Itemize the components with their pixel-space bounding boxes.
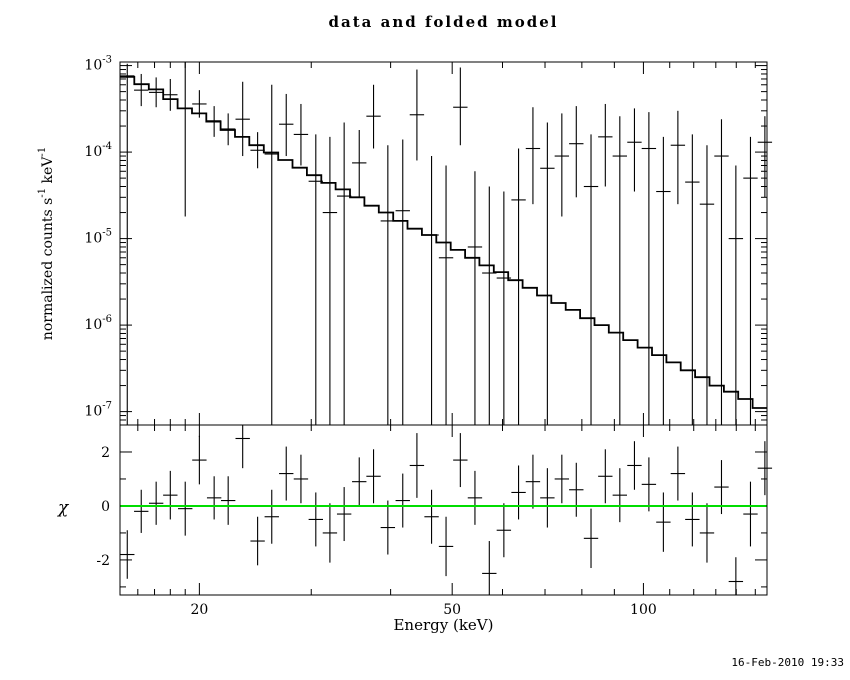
panel-frames	[119, 61, 768, 596]
x-axis-label: Energy (keV)	[393, 616, 494, 634]
y-tick-label: 10-5	[84, 228, 112, 247]
chi-residuals	[120, 425, 773, 595]
chi-tick-label: 2	[101, 445, 110, 461]
model-line	[120, 76, 767, 409]
y-axis-label: normalized counts s-1 keV-1	[37, 147, 56, 340]
chi-tick-label: 0	[101, 499, 110, 515]
top-panel-frame	[119, 61, 768, 426]
y-tick-label: 10-7	[84, 401, 112, 420]
x-tick-label: 100	[630, 602, 657, 618]
x-tick-label: 20	[190, 602, 208, 618]
y-tick-label: 10-3	[84, 55, 112, 74]
chart-title: data and folded model	[328, 13, 559, 31]
bottom-panel-frame	[119, 424, 768, 596]
y-tick-label: 10-6	[84, 314, 112, 333]
timestamp: 16-Feb-2010 19:33	[731, 656, 844, 669]
data-points	[120, 62, 773, 425]
axis-ticks	[120, 62, 767, 595]
tick-labels: 10-310-410-510-610-720-220 50 100	[84, 55, 656, 618]
y-tick-label: 10-4	[84, 141, 112, 160]
y-axis-label: normalized counts s-1 keV-1	[37, 147, 56, 340]
x-tick-label: 50	[443, 602, 461, 618]
folded-model-path	[120, 76, 767, 409]
chi-axis-label: χ	[58, 498, 69, 518]
chi-tick-label: -2	[96, 553, 110, 569]
